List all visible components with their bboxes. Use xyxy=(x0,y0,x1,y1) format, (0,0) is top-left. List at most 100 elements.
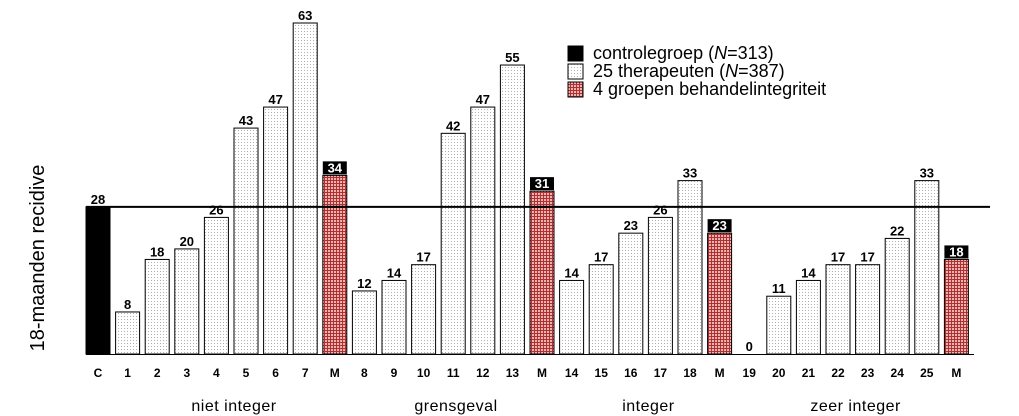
bar-value-24: 11 xyxy=(772,281,786,296)
bar-28-24 xyxy=(884,237,910,355)
bar-value-29: 33 xyxy=(920,166,934,181)
x-tick-label-8: 7 xyxy=(302,366,309,380)
x-tick-label-26: 22 xyxy=(831,366,845,380)
x-tick-label-24: 20 xyxy=(772,366,786,380)
bar-value-1: 28 xyxy=(91,192,105,207)
legend-label-therapist: 25 therapeuten (N=387) xyxy=(593,61,785,81)
bar-value-bg-30 xyxy=(944,245,969,259)
x-tick-label-22: M xyxy=(715,366,725,380)
bar-10-8 xyxy=(351,290,377,355)
x-tick-label-7: 6 xyxy=(272,366,279,380)
bar-11-9 xyxy=(381,279,407,355)
bar-value-bg-16 xyxy=(530,177,554,191)
bar-15-13 xyxy=(499,64,525,355)
bar-value-16: 31 xyxy=(535,176,549,191)
legend-swatch-therapist xyxy=(567,63,584,80)
bar-22-M xyxy=(707,232,733,355)
group-label-1: niet integer xyxy=(191,398,276,415)
x-tick-label-6: 5 xyxy=(243,366,250,380)
x-tick-label-23: 19 xyxy=(743,366,757,380)
x-tick-label-20: 17 xyxy=(654,366,668,380)
bar-3-2 xyxy=(144,258,170,355)
bar-13-11 xyxy=(440,132,466,355)
bar-value-30: 18 xyxy=(949,244,963,259)
bar-value-7: 47 xyxy=(268,92,282,107)
x-tick-label-16: M xyxy=(537,366,547,380)
x-tick-label-29: 25 xyxy=(920,366,934,380)
x-tick-label-4: 3 xyxy=(183,366,190,380)
bar-16-M xyxy=(529,190,555,355)
bar-19-16 xyxy=(618,232,644,355)
x-tick-label-28: 24 xyxy=(891,366,905,380)
y-axis-label: 18-maanden recidive xyxy=(27,165,49,352)
bar-value-8: 63 xyxy=(298,8,312,23)
bar-value-5: 26 xyxy=(209,202,223,217)
x-tick-label-13: 11 xyxy=(447,366,460,380)
x-tick-label-5: 4 xyxy=(213,366,220,380)
bar-14-12 xyxy=(470,106,496,355)
x-tick-label-14: 12 xyxy=(476,366,490,380)
group-label-2: grensgeval xyxy=(414,398,497,415)
bar-27-23 xyxy=(855,264,881,355)
x-tick-label-3: 2 xyxy=(154,366,161,380)
bar-7-6 xyxy=(263,106,289,355)
legend-label-control: controlegroep (N=313) xyxy=(593,43,774,63)
x-tick-label-15: 13 xyxy=(506,366,520,380)
bar-value-20: 26 xyxy=(653,202,667,217)
bar-value-23: 0 xyxy=(746,339,753,354)
bar-value-28: 22 xyxy=(890,223,904,238)
bar-value-25: 14 xyxy=(801,265,816,280)
bar-25-21 xyxy=(795,279,821,355)
bar-value-bg-22 xyxy=(707,219,732,233)
bar-value-18: 17 xyxy=(594,250,608,265)
bar-value-27: 17 xyxy=(860,250,874,265)
bar-30-M xyxy=(943,258,969,355)
x-tick-label-21: 18 xyxy=(683,366,697,380)
bar-26-22 xyxy=(825,264,851,355)
bar-21-18 xyxy=(677,180,703,355)
bar-value-19: 23 xyxy=(624,218,638,233)
bar-value-13: 42 xyxy=(446,118,460,133)
bar-20-17 xyxy=(647,216,673,355)
bar-12-10 xyxy=(411,264,437,355)
bar-value-4: 20 xyxy=(180,234,194,249)
bar-4-3 xyxy=(174,248,200,355)
x-tick-label-19: 16 xyxy=(624,366,638,380)
bar-2-1 xyxy=(115,311,141,355)
x-tick-label-11: 9 xyxy=(391,366,398,380)
bar-value-21: 33 xyxy=(683,166,697,181)
bar-value-14: 47 xyxy=(476,92,490,107)
x-tick-label-25: 21 xyxy=(802,366,816,380)
x-tick-label-18: 15 xyxy=(595,366,609,380)
bar-value-26: 17 xyxy=(831,250,845,265)
bar-value-22: 23 xyxy=(712,218,726,233)
bar-17-14 xyxy=(559,279,585,355)
plot-area: 28C8118220326443547663734M12814917104211… xyxy=(85,8,990,415)
legend-label-group: 4 groepen behandelintegriteit xyxy=(593,79,826,99)
bar-6-5 xyxy=(233,127,259,355)
bar-value-2: 8 xyxy=(124,297,131,312)
bar-24-20 xyxy=(766,295,792,355)
x-tick-label-1: C xyxy=(94,366,103,380)
x-tick-label-12: 10 xyxy=(417,366,431,380)
bar-value-17: 14 xyxy=(564,265,579,280)
bar-value-3: 18 xyxy=(150,244,164,259)
x-tick-label-10: 8 xyxy=(361,366,368,380)
bar-value-6: 43 xyxy=(239,113,253,128)
group-label-4: zeer integer xyxy=(810,398,901,415)
x-tick-label-9: M xyxy=(330,366,340,380)
bar-18-15 xyxy=(588,264,614,355)
legend-swatch-control xyxy=(567,45,584,62)
x-tick-label-27: 23 xyxy=(861,366,875,380)
bar-value-bg-9 xyxy=(322,161,347,175)
bar-value-11: 14 xyxy=(387,265,402,280)
bar-8-7 xyxy=(292,22,318,355)
x-tick-label-30: M xyxy=(951,366,961,380)
x-tick-label-2: 1 xyxy=(124,366,131,380)
bar-value-10: 12 xyxy=(357,276,371,291)
x-tick-label-17: 14 xyxy=(565,366,579,380)
group-label-3: integer xyxy=(622,398,675,415)
bar-5-4 xyxy=(203,216,229,355)
bar-9-M xyxy=(322,174,348,355)
